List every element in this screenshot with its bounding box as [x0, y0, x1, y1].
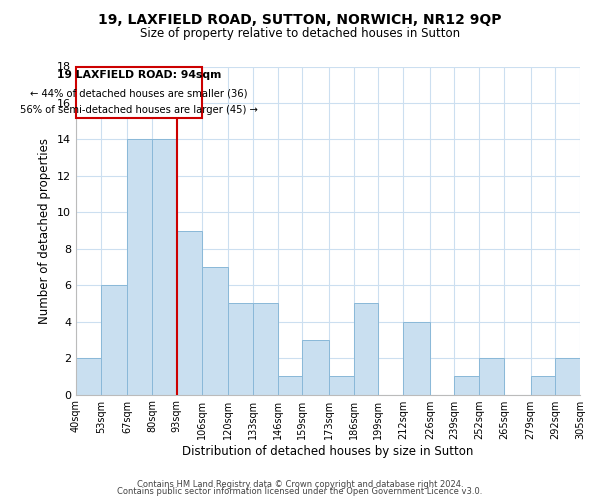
Text: ← 44% of detached houses are smaller (36): ← 44% of detached houses are smaller (36… — [30, 89, 248, 99]
Bar — [76, 358, 101, 395]
Text: 56% of semi-detached houses are larger (45) →: 56% of semi-detached houses are larger (… — [20, 105, 258, 115]
Bar — [127, 140, 152, 394]
X-axis label: Distribution of detached houses by size in Sutton: Distribution of detached houses by size … — [182, 444, 474, 458]
Text: Contains public sector information licensed under the Open Government Licence v3: Contains public sector information licen… — [118, 487, 482, 496]
Y-axis label: Number of detached properties: Number of detached properties — [38, 138, 52, 324]
Bar — [479, 358, 504, 395]
Bar — [454, 376, 479, 394]
Bar — [278, 376, 302, 394]
Bar — [530, 376, 555, 394]
Bar — [228, 304, 253, 394]
Bar — [152, 140, 177, 394]
Bar — [555, 358, 580, 395]
Text: Contains HM Land Registry data © Crown copyright and database right 2024.: Contains HM Land Registry data © Crown c… — [137, 480, 463, 489]
Bar — [302, 340, 329, 394]
Text: Size of property relative to detached houses in Sutton: Size of property relative to detached ho… — [140, 28, 460, 40]
Bar — [101, 285, 127, 395]
Bar — [403, 322, 430, 394]
Bar — [177, 230, 202, 394]
Bar — [353, 304, 379, 394]
Text: 19 LAXFIELD ROAD: 94sqm: 19 LAXFIELD ROAD: 94sqm — [56, 70, 221, 80]
Bar — [202, 267, 228, 394]
Bar — [329, 376, 353, 394]
Text: 19, LAXFIELD ROAD, SUTTON, NORWICH, NR12 9QP: 19, LAXFIELD ROAD, SUTTON, NORWICH, NR12… — [98, 12, 502, 26]
FancyBboxPatch shape — [76, 66, 202, 118]
Bar — [253, 304, 278, 394]
